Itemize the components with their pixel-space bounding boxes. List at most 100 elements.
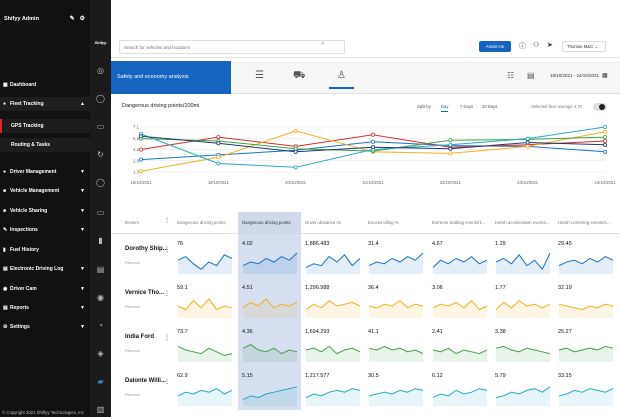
sidebar-item-inspections[interactable]: ✎ Inspections ▼	[0, 223, 90, 237]
sidebar-item-vehicle-sharing[interactable]: ■ Vehicle Sharing ▼	[0, 204, 90, 218]
data-point[interactable]	[216, 135, 221, 140]
fleet-average-toggle[interactable]	[593, 103, 607, 111]
row-menu-icon[interactable]: ⋮	[164, 379, 170, 385]
data-point[interactable]	[138, 147, 143, 152]
sidebar-item-fuel-history[interactable]: ▮ Fuel History	[0, 243, 90, 257]
truck-icon[interactable]: ⛟	[293, 70, 306, 81]
sidebar-item-gps-tracking[interactable]: GPS Tracking	[0, 119, 90, 133]
data-point[interactable]	[370, 139, 375, 144]
document-icon[interactable]: ▤	[96, 265, 105, 274]
driver-icon[interactable]: ◯	[96, 178, 105, 187]
column-header[interactable]: Dangerous driving points	[177, 220, 226, 225]
speedometer-icon[interactable]: ◔	[98, 321, 103, 330]
driver-name[interactable]: Dalonte Willi...	[125, 378, 166, 384]
row-menu-icon[interactable]: ⋮	[164, 335, 170, 341]
data-point[interactable]	[293, 165, 298, 170]
sidebar-item-dashboard[interactable]: ▦ Dashboard	[0, 78, 90, 92]
split-by-label: Split by	[417, 104, 431, 109]
data-point[interactable]	[525, 144, 530, 149]
data-point[interactable]	[602, 138, 607, 143]
data-point[interactable]	[602, 142, 607, 147]
data-point[interactable]	[448, 142, 453, 147]
clipboard-icon[interactable]: ▭	[96, 208, 105, 217]
driver-name[interactable]: India Ford	[125, 334, 154, 340]
filter-sliders-icon[interactable]: ☷	[507, 71, 515, 80]
data-point[interactable]	[138, 169, 143, 174]
layers-icon[interactable]: ◈	[97, 349, 104, 358]
column-header[interactable]: Harsh acceleration events...	[495, 220, 550, 225]
remove-link[interactable]: Remove	[125, 348, 140, 353]
search-icon[interactable]: ⌕	[321, 41, 325, 47]
list-icon[interactable]: ☰	[255, 70, 264, 81]
row-menu-icon[interactable]: ⋮	[164, 247, 170, 253]
sidebar-item-electronic-driving-log[interactable]: ▤ Electronic Driving Log ▼	[0, 262, 90, 276]
data-point[interactable]	[138, 157, 143, 162]
car-icon[interactable]: ▰	[97, 377, 104, 386]
compass-icon[interactable]: ◎	[97, 66, 104, 75]
bar-chart-icon[interactable]: ▥	[96, 405, 105, 414]
column-menu-icon[interactable]: ⋮	[164, 218, 170, 224]
assist-me-button[interactable]: Assist me	[479, 41, 511, 52]
data-point[interactable]	[216, 155, 221, 160]
remove-link[interactable]: Remove	[125, 392, 140, 397]
column-header[interactable]: Dangerous driving points	[238, 212, 301, 234]
table-row: Dorothy Ship... Remove ⋮ 76 4.02 1,886.483 31.…	[111, 234, 620, 278]
refresh-icon[interactable]: ↻	[97, 150, 104, 159]
sidebar-item-fleet-tracking[interactable]: ● Fleet Tracking ▲	[0, 97, 90, 111]
chevron-down-icon: ▼	[80, 208, 85, 214]
data-point[interactable]	[293, 149, 298, 154]
send-icon[interactable]: ➤	[547, 42, 553, 49]
remove-link[interactable]: Remove	[125, 260, 140, 265]
column-header[interactable]: Driven distance mi	[305, 220, 342, 225]
data-point[interactable]	[293, 128, 298, 133]
search-input[interactable]	[119, 40, 345, 54]
sparkline-area	[369, 253, 423, 274]
period-day[interactable]: Day	[441, 104, 449, 112]
data-point[interactable]	[525, 136, 530, 141]
fuel-icon[interactable]: ▮	[98, 236, 103, 245]
row-menu-icon[interactable]: ⋮	[164, 291, 170, 297]
data-point[interactable]	[525, 140, 530, 145]
camera-icon[interactable]: ◉	[97, 293, 104, 302]
data-point[interactable]	[602, 149, 607, 154]
driver-name[interactable]: Dorothy Ship...	[125, 246, 168, 252]
period-7-days[interactable]: 7 Days	[460, 104, 474, 109]
data-point[interactable]	[448, 138, 453, 143]
sidebar-item-reports[interactable]: ▤ Reports ▼	[0, 301, 90, 315]
document-icon[interactable]: ▤	[527, 71, 535, 80]
period-30-days[interactable]: 30 Days	[482, 104, 498, 109]
sidebar-item-driver-cam[interactable]: ◉ Driver Cam ▼	[0, 282, 90, 296]
sidebar-item-driver-management[interactable]: ● Driver Management ▼	[0, 165, 90, 179]
tab-safety-economy[interactable]: Safety and economy analysis	[111, 61, 231, 94]
sparkline-area	[178, 388, 232, 406]
user-icon[interactable]: ◯	[96, 94, 105, 103]
driver-icon[interactable]: ♙	[329, 70, 354, 89]
gear-icon[interactable]: ⚙	[79, 16, 85, 22]
column-header[interactable]: Excess idling %	[368, 220, 399, 225]
sidebar-item-vehicle-management[interactable]: ■ Vehicle Management ▼	[0, 184, 90, 198]
remove-link[interactable]: Remove	[125, 304, 140, 309]
wrench-icon[interactable]: ✎	[69, 16, 75, 22]
user-menu[interactable]: Thomas M&C ⌄	[562, 41, 606, 52]
column-header-drivers[interactable]: Drivers	[125, 220, 139, 225]
data-point[interactable]	[448, 151, 453, 156]
sidebar-item-routing-tasks[interactable]: Routing & Tasks	[0, 138, 90, 152]
info-icon[interactable]: ⓘ	[519, 43, 526, 50]
data-point[interactable]	[448, 146, 453, 151]
sidebar-item-settings[interactable]: ⚙ Settings ▼	[0, 320, 90, 334]
data-point[interactable]	[370, 145, 375, 150]
data-point[interactable]	[602, 135, 607, 140]
data-point[interactable]	[602, 129, 607, 134]
data-point[interactable]	[216, 161, 221, 166]
column-header[interactable]: Extreme braking events/1...	[432, 220, 486, 225]
data-point[interactable]	[138, 134, 143, 139]
sparkline-line	[305, 345, 361, 355]
column-header[interactable]: Harsh cornering events/1...	[558, 220, 611, 225]
data-point[interactable]	[602, 124, 607, 129]
data-point[interactable]	[370, 132, 375, 137]
data-point[interactable]	[216, 141, 221, 146]
users-icon[interactable]: ⚇	[533, 42, 540, 49]
truck-icon[interactable]: ▭	[96, 122, 105, 131]
date-range-picker[interactable]: 18/10/2021 - 24/10/2021 ▦	[550, 72, 608, 79]
driver-name[interactable]: Vernice Tho...	[125, 290, 165, 296]
